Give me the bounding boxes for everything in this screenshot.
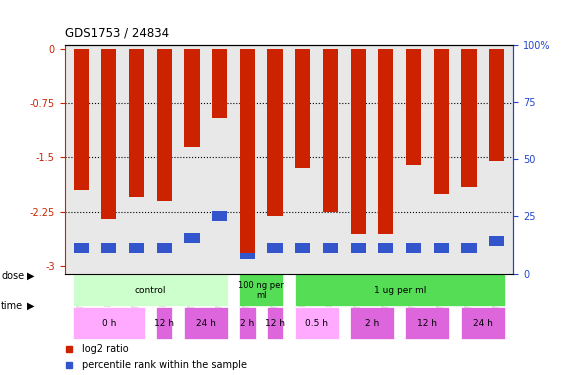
Bar <box>295 243 310 253</box>
Text: 1 ug per ml: 1 ug per ml <box>374 286 426 295</box>
Bar <box>185 49 200 147</box>
Bar <box>406 243 421 253</box>
Bar <box>323 49 338 212</box>
Bar <box>73 49 89 190</box>
Bar <box>295 49 310 168</box>
Bar <box>185 233 200 243</box>
Bar <box>434 49 449 194</box>
Bar <box>268 243 283 253</box>
Bar <box>489 236 504 246</box>
Text: 0.5 h: 0.5 h <box>305 319 328 328</box>
Bar <box>406 308 449 339</box>
Bar <box>212 49 227 118</box>
Text: ▶: ▶ <box>27 271 34 280</box>
Bar <box>157 49 172 201</box>
Text: ▶: ▶ <box>27 301 34 310</box>
Text: dose: dose <box>1 271 24 280</box>
Text: log2 ratio: log2 ratio <box>82 344 129 354</box>
Bar <box>101 243 117 253</box>
Text: 0 h: 0 h <box>102 319 116 328</box>
Bar <box>239 308 255 339</box>
Bar <box>295 274 505 306</box>
Bar <box>434 243 449 253</box>
Bar <box>73 308 145 339</box>
Bar <box>406 49 421 165</box>
Text: 24 h: 24 h <box>473 319 493 328</box>
Bar <box>378 243 393 253</box>
Text: 100 ng per
ml: 100 ng per ml <box>238 280 284 300</box>
Text: 12 h: 12 h <box>154 319 174 328</box>
Bar <box>461 243 477 253</box>
Bar <box>212 211 227 221</box>
Text: 2 h: 2 h <box>365 319 379 328</box>
Bar <box>157 243 172 253</box>
Text: GDS1753 / 24834: GDS1753 / 24834 <box>65 26 169 39</box>
Text: 2 h: 2 h <box>240 319 255 328</box>
Bar <box>295 308 339 339</box>
Bar <box>129 243 144 253</box>
Text: control: control <box>135 286 166 295</box>
Bar <box>73 274 228 306</box>
Bar <box>101 49 117 219</box>
Bar <box>378 49 393 234</box>
Bar <box>240 253 255 259</box>
Bar <box>268 49 283 216</box>
Bar <box>351 49 366 234</box>
Bar <box>461 308 505 339</box>
Bar <box>156 308 172 339</box>
Bar <box>489 49 504 161</box>
Bar <box>461 49 477 186</box>
Bar <box>351 243 366 253</box>
Text: percentile rank within the sample: percentile rank within the sample <box>82 360 247 370</box>
Bar <box>239 274 283 306</box>
Bar <box>240 49 255 255</box>
Bar <box>184 308 228 339</box>
Bar <box>350 308 394 339</box>
Text: 12 h: 12 h <box>265 319 285 328</box>
Bar <box>267 308 283 339</box>
Text: 12 h: 12 h <box>417 319 438 328</box>
Text: time: time <box>1 301 23 310</box>
Bar <box>73 243 89 253</box>
Text: 24 h: 24 h <box>196 319 216 328</box>
Bar <box>323 243 338 253</box>
Bar <box>129 49 144 197</box>
